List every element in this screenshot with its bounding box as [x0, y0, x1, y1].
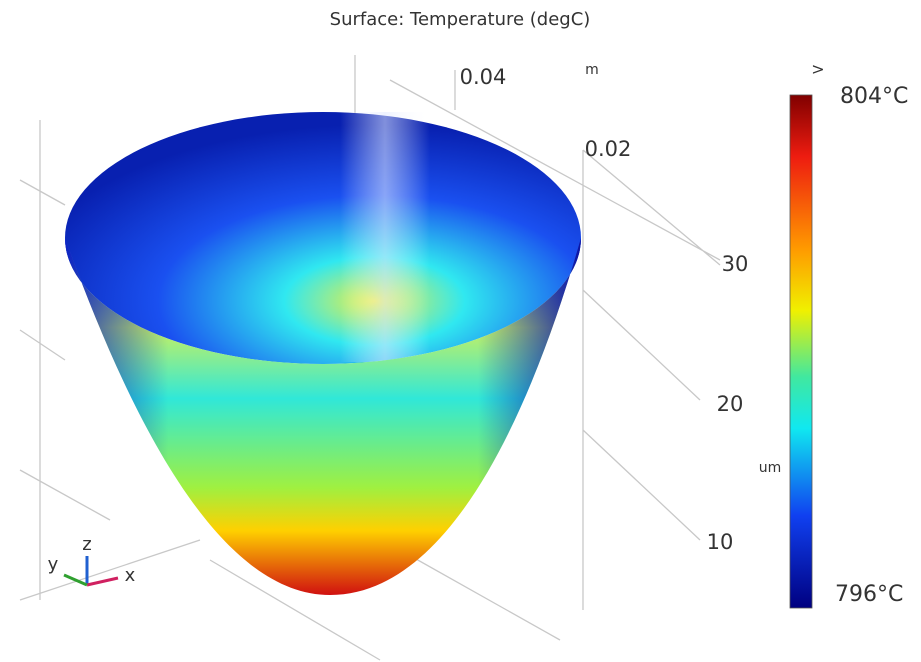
colorbar-min: 796°C: [835, 582, 903, 607]
tick-label: 30: [722, 252, 749, 276]
plot-window: Surface: Temperature (degC) 0.04 m 0.02 …: [0, 0, 921, 662]
tick-label: 20: [717, 392, 744, 416]
colorbar-max: 804°C: [840, 84, 908, 109]
surface: [65, 112, 581, 595]
tick-label: 0.04: [460, 65, 507, 89]
axis-unit: m: [585, 62, 599, 78]
tick-label: 0.02: [585, 137, 632, 161]
triad-label: y: [48, 554, 59, 575]
axis-triad: z x y: [48, 534, 136, 586]
plot-title: Surface: Temperature (degC): [330, 9, 591, 30]
triad-label: z: [82, 534, 91, 555]
colorbar: > 804°C 796°C: [790, 60, 908, 609]
axis-unit: um: [759, 460, 782, 476]
triad-label: x: [125, 565, 136, 586]
tick-label: 10: [707, 530, 734, 554]
colorbar-scale: [790, 95, 812, 608]
expand-button[interactable]: >: [811, 60, 824, 79]
